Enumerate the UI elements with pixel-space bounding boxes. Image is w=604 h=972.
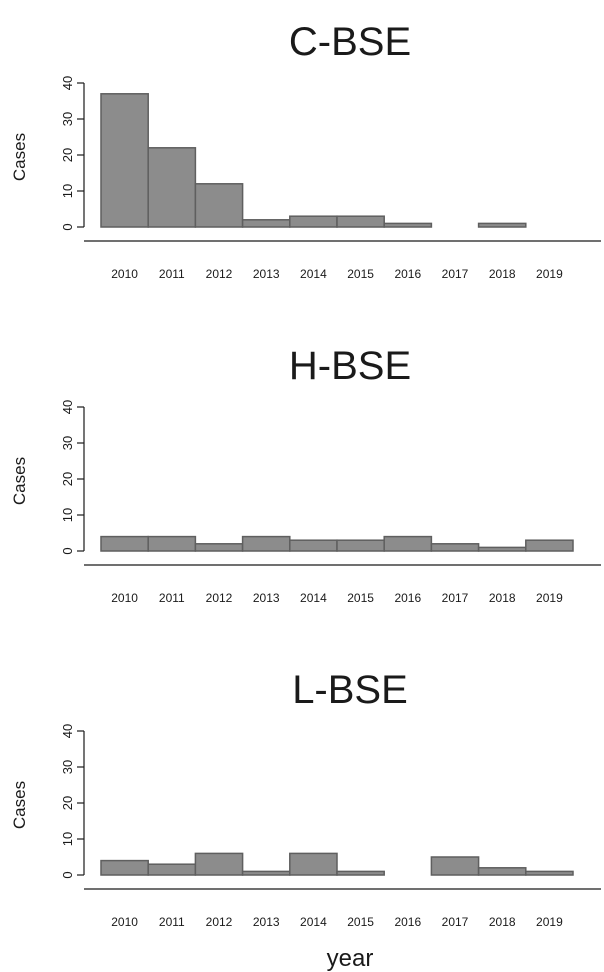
bar-2013: [241, 870, 291, 876]
y-axis-label: Cases: [10, 133, 29, 181]
y-axis-label: Cases: [10, 457, 29, 505]
x-tick-label: 2015: [347, 267, 374, 281]
x-tick-label: 2013: [253, 267, 280, 281]
y-tick-label: 0: [60, 871, 75, 878]
bar-2016: [383, 222, 433, 228]
y-tick-label: 10: [60, 184, 75, 198]
y-tick-label: 30: [60, 112, 75, 126]
x-tick-label: 2019: [536, 267, 563, 281]
y-tick-label: 40: [60, 724, 75, 738]
x-tick-label: 2013: [253, 915, 280, 929]
x-tick-label: 2017: [442, 915, 469, 929]
x-tick-label: 2010: [111, 915, 138, 929]
x-tick-label: 2011: [159, 591, 185, 605]
x-axis-title: year: [327, 945, 374, 972]
l-bse-panel: L-BSE 0 10 20 30 40 Cases 2010 2011 2012 2013 2014 2…: [10, 668, 601, 929]
x-tick-label: 2011: [159, 915, 185, 929]
panel-title: H-BSE: [289, 344, 411, 388]
bar-2010: [100, 859, 149, 876]
bar-2018: [477, 867, 527, 876]
y-tick-label: 0: [60, 223, 75, 230]
x-tick-label: 2017: [442, 591, 469, 605]
x-tick-label: 2014: [300, 267, 327, 281]
y-tick-label: 10: [60, 508, 75, 522]
y-tick-label: 10: [60, 832, 75, 846]
x-tick-label: 2015: [347, 915, 374, 929]
x-tick-label: 2016: [394, 915, 421, 929]
bar-2018: [477, 546, 527, 552]
x-tick-label: 2014: [300, 915, 327, 929]
y-tick-label: 20: [60, 796, 75, 810]
bar-2013: [241, 535, 291, 552]
bar-2015: [336, 539, 385, 552]
y-tick-label: 30: [60, 760, 75, 774]
x-tick-label: 2010: [111, 267, 138, 281]
panel-title: L-BSE: [292, 668, 408, 712]
y-tick-label: 40: [60, 400, 75, 414]
bar-2011: [147, 147, 197, 228]
bar-2015: [336, 870, 385, 876]
x-tick-label: 2014: [300, 591, 327, 605]
c-bse-panel: C-BSE 0 10 20 30 40 Cases 2010 2011 2012 2013 2014 2…: [10, 20, 601, 281]
y-tick-label: 30: [60, 436, 75, 450]
x-tick-label: 2019: [536, 591, 563, 605]
x-tick-label: 2019: [536, 915, 563, 929]
y-tick-label: 20: [60, 148, 75, 162]
bar-2014: [289, 852, 338, 876]
bar-2011: [147, 863, 197, 876]
h-bse-panel: H-BSE 0 10 20 30 40 Cases 2010 2011 2012 2013 2014 2…: [10, 344, 601, 605]
bar-2017: [430, 856, 480, 876]
bar-2010: [100, 93, 149, 228]
bar-2010: [100, 535, 149, 552]
x-tick-label: 2018: [489, 915, 516, 929]
bar-2012: [194, 543, 244, 552]
x-tick-label: 2015: [347, 591, 374, 605]
y-tick-label: 0: [60, 547, 75, 554]
y-tick-label: 20: [60, 472, 75, 486]
bar-2011: [147, 535, 197, 552]
bar-2012: [194, 183, 244, 228]
x-tick-label: 2012: [206, 591, 233, 605]
x-tick-label: 2018: [489, 591, 516, 605]
panel-title: C-BSE: [289, 20, 411, 64]
y-axis-label: Cases: [10, 781, 29, 829]
bar-2019: [525, 539, 574, 552]
bar-2014: [289, 215, 338, 228]
bar-2016: [383, 535, 433, 552]
x-tick-label: 2016: [394, 591, 421, 605]
x-tick-label: 2011: [159, 267, 185, 281]
y-tick-label: 40: [60, 76, 75, 90]
bar-2014: [289, 539, 338, 552]
x-tick-label: 2012: [206, 915, 233, 929]
x-tick-label: 2012: [206, 267, 233, 281]
x-tick-label: 2016: [394, 267, 421, 281]
x-tick-label: 2010: [111, 591, 138, 605]
bar-2019: [525, 870, 574, 876]
x-tick-label: 2018: [489, 267, 516, 281]
bar-2017: [430, 543, 480, 552]
x-tick-label: 2017: [442, 267, 469, 281]
bar-2015: [336, 215, 385, 228]
bar-2012: [194, 852, 244, 876]
x-tick-label: 2013: [253, 591, 280, 605]
bar-2018: [477, 222, 527, 228]
bar-2013: [241, 219, 291, 228]
